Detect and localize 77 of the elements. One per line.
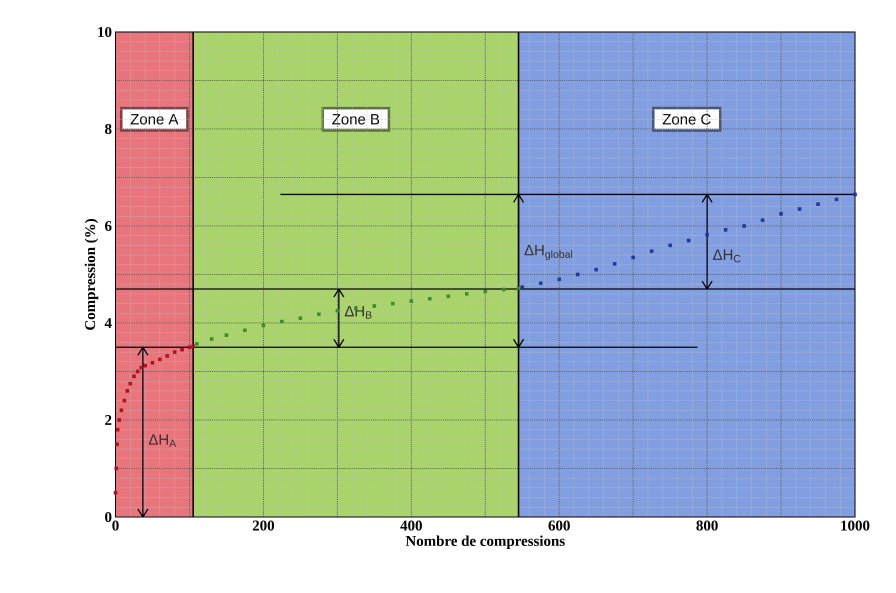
- point: [224, 333, 228, 337]
- point: [188, 345, 192, 350]
- point: [172, 350, 176, 354]
- point: [557, 278, 562, 282]
- band-label: Zone C: [662, 114, 711, 125]
- y-tick-label: 6: [105, 220, 112, 231]
- point: [391, 302, 395, 306]
- point: [410, 299, 414, 303]
- point: [516, 286, 520, 290]
- point: [150, 360, 154, 365]
- point: [122, 398, 126, 402]
- x-tick-label: 800: [696, 520, 718, 531]
- annotation: ΔH$_{global}$: [524, 244, 572, 260]
- point: [446, 294, 450, 298]
- x-tick-label: 400: [400, 520, 422, 531]
- point: [594, 268, 598, 272]
- point: [114, 466, 118, 470]
- point: [724, 228, 728, 232]
- band-label: Zone A: [130, 114, 178, 124]
- x-tick-label: 0: [112, 520, 119, 531]
- y-tick-label: 10: [98, 26, 112, 38]
- point: [538, 281, 543, 286]
- point: [502, 288, 506, 292]
- point: [116, 428, 120, 432]
- point: [165, 354, 170, 358]
- y-tick-label: 2: [105, 415, 112, 425]
- point: [136, 370, 140, 374]
- point: [180, 348, 184, 352]
- point: [280, 320, 284, 324]
- point: [143, 364, 147, 368]
- point: [464, 292, 469, 296]
- point: [686, 238, 690, 242]
- point: [650, 249, 654, 253]
- point: [120, 408, 124, 412]
- point: [372, 304, 376, 308]
- point: [705, 232, 709, 237]
- point: [816, 202, 820, 206]
- band-label: Zone B: [332, 114, 380, 124]
- point: [483, 290, 488, 294]
- point: [210, 337, 214, 341]
- point: [317, 312, 321, 316]
- point: [115, 442, 119, 446]
- point: [576, 272, 580, 276]
- point: [668, 244, 672, 248]
- point: [114, 490, 118, 495]
- point: [243, 328, 247, 332]
- point: [158, 358, 162, 362]
- point: [428, 296, 432, 301]
- x-tick-label: 1000: [841, 520, 870, 531]
- point: [195, 342, 199, 346]
- y-tick-label: 0: [105, 512, 112, 522]
- point: [298, 316, 302, 320]
- point: [191, 344, 195, 348]
- point: [520, 285, 524, 289]
- x-tick-label: 200: [252, 520, 274, 531]
- point: [834, 198, 838, 202]
- point: [128, 382, 132, 386]
- point: [779, 212, 783, 216]
- point: [631, 256, 635, 260]
- point: [798, 207, 802, 211]
- point: [612, 262, 616, 266]
- y-axis-title: Compression (%): [84, 219, 98, 330]
- x-tick-label: 600: [548, 520, 570, 531]
- point: [742, 224, 746, 228]
- point: [853, 192, 857, 196]
- point: [117, 418, 121, 422]
- point: [262, 324, 266, 328]
- y-tick-label: 8: [105, 124, 112, 134]
- point: [336, 309, 340, 313]
- point: [132, 374, 136, 378]
- point: [760, 218, 764, 222]
- annotation: ΔH$_{C}$: [713, 250, 741, 262]
- annotation: ΔH$_{A}$: [148, 434, 176, 447]
- x-axis-title: Nombre de compressions: [406, 535, 565, 549]
- point: [140, 366, 144, 370]
- point: [126, 389, 130, 393]
- y-tick-label: 4: [104, 318, 112, 328]
